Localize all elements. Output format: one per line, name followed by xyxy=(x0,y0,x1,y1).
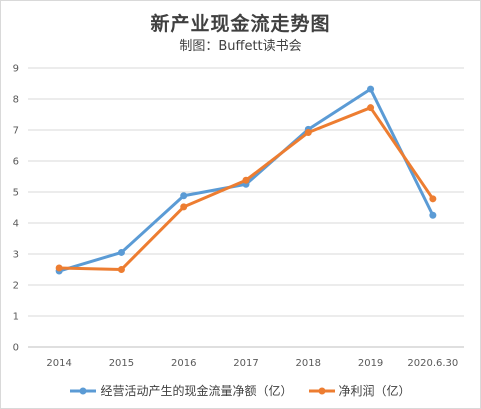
legend-item-net-profit: 净利润（亿） xyxy=(308,382,411,399)
legend-label-operating-cashflow: 经营活动产生的现金流量净额（亿） xyxy=(100,384,293,398)
chart-title: 新产业现金流走势图 xyxy=(150,13,331,35)
chart-legend: 经营活动产生的现金流量净额（亿） 净利润（亿） xyxy=(1,382,480,399)
x-tick-label: 2016 xyxy=(171,358,196,369)
x-tick-label: 2019 xyxy=(358,358,383,369)
data-point-1 xyxy=(180,203,188,211)
y-tick-label: 1 xyxy=(13,312,19,323)
data-point-1 xyxy=(429,195,437,203)
legend-swatch-net-profit xyxy=(308,387,335,394)
chart-subtitle: 制图：Buffett读书会 xyxy=(179,39,302,54)
series-line-1 xyxy=(57,106,435,271)
data-point-1 xyxy=(304,128,312,136)
x-tick-label: 2014 xyxy=(46,358,71,369)
data-point-1 xyxy=(117,266,125,273)
data-point-0 xyxy=(117,248,125,256)
data-point-1 xyxy=(242,176,250,184)
y-tick-label: 3 xyxy=(13,250,19,261)
y-tick-label: 5 xyxy=(13,188,19,199)
x-tick-label: 2015 xyxy=(109,358,134,369)
x-tick-label: 2018 xyxy=(296,358,321,369)
x-tick-label: 2017 xyxy=(233,358,258,369)
y-tick-label: 8 xyxy=(13,95,19,106)
data-point-0 xyxy=(180,192,188,200)
data-point-1 xyxy=(367,104,375,112)
data-point-0 xyxy=(367,85,375,93)
legend-label-net-profit: 净利润（亿） xyxy=(338,384,411,398)
y-tick-label: 7 xyxy=(13,126,19,137)
y-tick-label: 6 xyxy=(13,157,19,168)
data-point-0 xyxy=(429,211,437,219)
data-point-1 xyxy=(55,264,63,272)
x-tick-label: 2020.6.30 xyxy=(407,358,458,369)
legend-swatch-operating-cashflow xyxy=(70,387,97,394)
legend-item-operating-cashflow: 经营活动产生的现金流量净额（亿） xyxy=(70,382,293,399)
y-tick-label: 9 xyxy=(13,64,19,75)
y-tick-label: 4 xyxy=(13,219,19,230)
y-tick-label: 2 xyxy=(13,281,19,292)
y-tick-label: 0 xyxy=(13,343,19,354)
